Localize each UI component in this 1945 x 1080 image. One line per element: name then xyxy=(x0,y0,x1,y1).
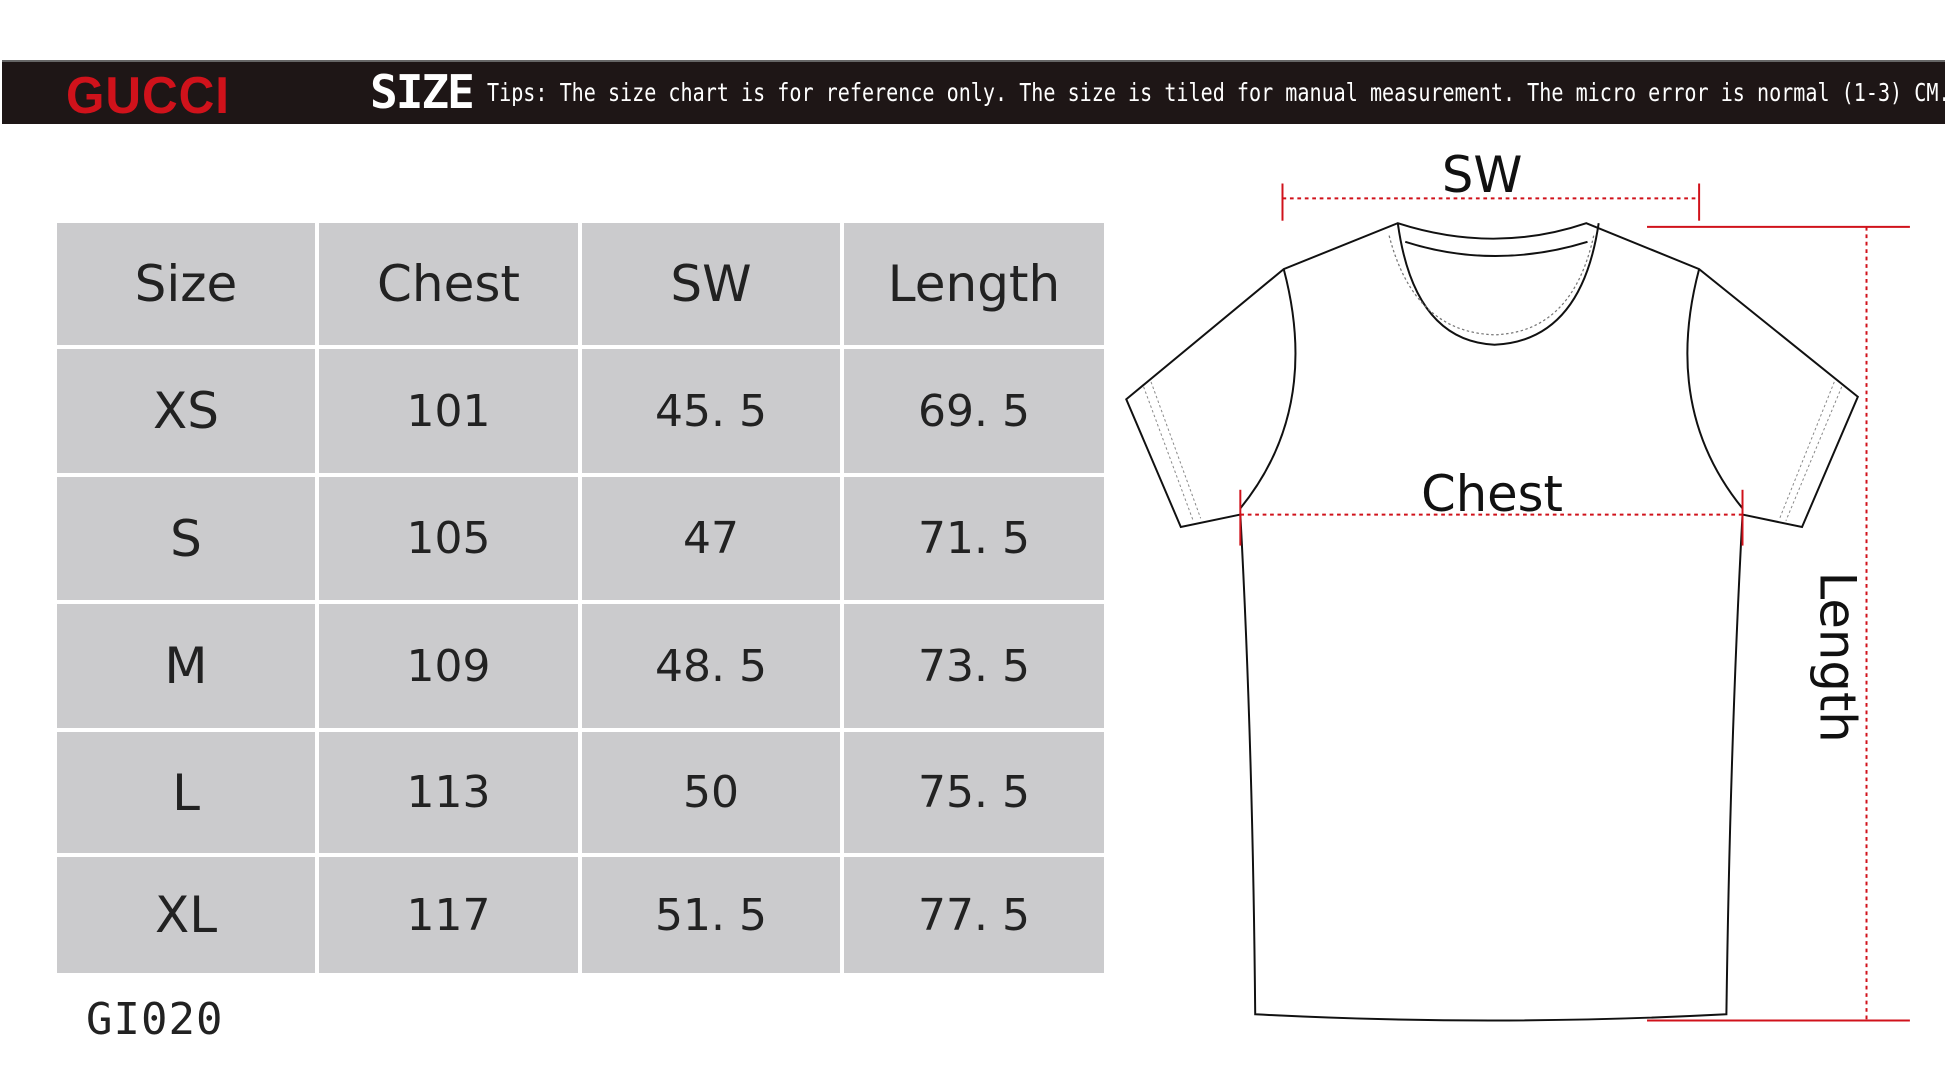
chest-label: Chest xyxy=(1421,465,1563,523)
column-header-chest: Chest xyxy=(319,223,578,345)
table-cell-sw: 50 xyxy=(582,732,840,853)
size-label-cell: M xyxy=(57,604,315,728)
table-cell-chest: 117 xyxy=(319,857,578,973)
tshirt-outline xyxy=(1125,222,1860,1022)
measure-lines xyxy=(1239,183,1910,1022)
size-label-cell: XS xyxy=(57,349,315,473)
table-cell-sw: 47 xyxy=(582,477,840,600)
table-cell-chest: 113 xyxy=(319,732,578,853)
table-cell-chest: 101 xyxy=(319,349,578,473)
table-cell-length: 73. 5 xyxy=(844,604,1104,728)
table-cell-length: 71. 5 xyxy=(844,477,1104,600)
table-cell-chest: 105 xyxy=(319,477,578,600)
length-label: Length xyxy=(1809,572,1867,743)
table-cell-length: 69. 5 xyxy=(844,349,1104,473)
product-code: GI020 xyxy=(86,994,224,1045)
column-header-length: Length xyxy=(844,223,1104,345)
table-cell-chest: 109 xyxy=(319,604,578,728)
table-cell-sw: 45. 5 xyxy=(582,349,840,473)
size-label-cell: S xyxy=(57,477,315,600)
column-header-sw: SW xyxy=(582,223,840,345)
size-tips: Tips: The size chart is for reference on… xyxy=(487,78,1945,107)
size-heading: SIZE xyxy=(370,65,475,119)
size-table: Size Chest SW Length XS 101 45. 5 69. 5 S 105 47 71… xyxy=(57,223,1104,973)
brand-logo: GUCCI xyxy=(66,67,230,125)
header-bar: GUCCI SIZE Tips: The size chart is for r… xyxy=(2,60,1945,125)
column-header-size: Size xyxy=(57,223,315,345)
size-label-cell: XL xyxy=(57,857,315,973)
sw-label: SW xyxy=(1442,146,1523,204)
table-cell-length: 77. 5 xyxy=(844,857,1104,973)
size-label-cell: L xyxy=(57,732,315,853)
table-cell-sw: 51. 5 xyxy=(582,857,840,973)
table-cell-length: 75. 5 xyxy=(844,732,1104,853)
table-cell-sw: 48. 5 xyxy=(582,604,840,728)
